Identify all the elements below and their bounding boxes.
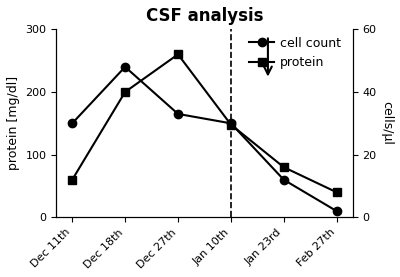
Y-axis label: cells/µl: cells/µl xyxy=(380,101,393,145)
Title: CSF analysis: CSF analysis xyxy=(146,7,263,25)
Y-axis label: protein [mg/dl]: protein [mg/dl] xyxy=(7,76,20,170)
Legend: cell count, protein: cell count, protein xyxy=(244,32,346,74)
